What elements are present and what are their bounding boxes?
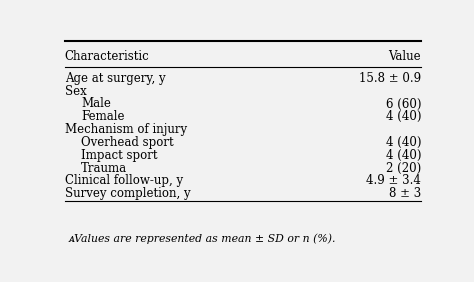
Text: Clinical follow-up, y: Clinical follow-up, y [65,174,183,187]
Text: Impact sport: Impact sport [82,149,158,162]
Text: Overhead sport: Overhead sport [82,136,174,149]
Text: Male: Male [82,98,111,111]
Text: Survey completion, y: Survey completion, y [65,187,191,200]
Text: Value: Value [389,50,421,63]
Text: ᴀValues are represented as mean ± SD or n (%).: ᴀValues are represented as mean ± SD or … [68,234,336,244]
Text: 6 (60): 6 (60) [385,98,421,111]
Text: 2 (20): 2 (20) [386,162,421,175]
Text: Female: Female [82,110,125,123]
Text: 4 (40): 4 (40) [385,110,421,123]
Text: 8 ± 3: 8 ± 3 [389,187,421,200]
Text: 4.9 ± 3.4: 4.9 ± 3.4 [366,174,421,187]
Text: Sex: Sex [65,85,87,98]
Text: 15.8 ± 0.9: 15.8 ± 0.9 [359,72,421,85]
Text: 4 (40): 4 (40) [385,136,421,149]
Text: 4 (40): 4 (40) [385,149,421,162]
Text: Trauma: Trauma [82,162,128,175]
Text: Age at surgery, y: Age at surgery, y [65,72,165,85]
Text: Mechanism of injury: Mechanism of injury [65,123,187,136]
Text: Characteristic: Characteristic [65,50,149,63]
